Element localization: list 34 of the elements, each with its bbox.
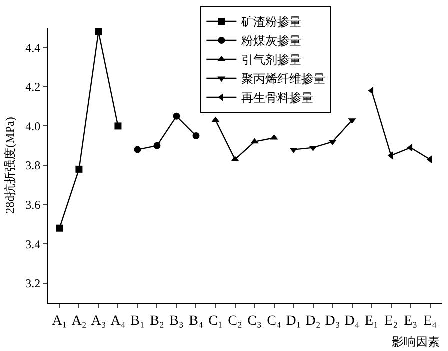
x-tick-label: E₃: [404, 314, 418, 329]
legend-label: 引气剂掺量: [242, 53, 302, 68]
x-tick-label: B₂: [150, 314, 164, 329]
x-tick-label: E₄: [424, 314, 438, 329]
y-tick-label: 4.2: [26, 80, 41, 94]
y-axis-title: 28d抗折强度(MPa): [3, 117, 17, 214]
x-tick-label: C₃: [248, 314, 262, 329]
x-axis-title: 影响因素: [392, 335, 440, 349]
x-tick-label: C₄: [267, 314, 282, 329]
y-tick-label: 3.4: [26, 237, 41, 252]
x-tick-label: B₁: [130, 314, 145, 329]
legend-label: 再生骨料掺量: [242, 91, 314, 106]
x-tick-label: A₂: [72, 314, 87, 329]
x-tick-label: A₁: [52, 314, 68, 329]
x-tick-label: C₂: [228, 314, 242, 329]
y-tick-label: 4.0: [26, 119, 41, 134]
legend-label: 矿渣粉掺量: [240, 15, 302, 30]
x-tick-label: A₄: [110, 314, 126, 329]
x-tick-label: D₂: [306, 314, 321, 329]
y-tick-label: 3.2: [26, 276, 41, 291]
y-tick-label: 3.6: [26, 198, 41, 212]
x-tick-label: D₄: [344, 314, 360, 329]
x-tick-label: D₁: [286, 314, 302, 329]
x-tick-label: E₂: [384, 314, 398, 329]
x-tick-label: D₃: [325, 314, 340, 329]
legend-label: 粉煤灰掺量: [242, 34, 302, 48]
y-tick-label: 4.4: [26, 40, 41, 55]
x-tick-label: E₁: [365, 314, 378, 329]
x-tick-label: B₃: [170, 314, 184, 329]
legend-label: 聚丙烯纤维掺量: [242, 72, 326, 86]
x-tick-label: A₃: [91, 314, 106, 329]
x-tick-label: B₄: [189, 314, 204, 329]
y-tick-label: 3.8: [26, 158, 41, 173]
x-tick-label: C₁: [208, 314, 223, 329]
